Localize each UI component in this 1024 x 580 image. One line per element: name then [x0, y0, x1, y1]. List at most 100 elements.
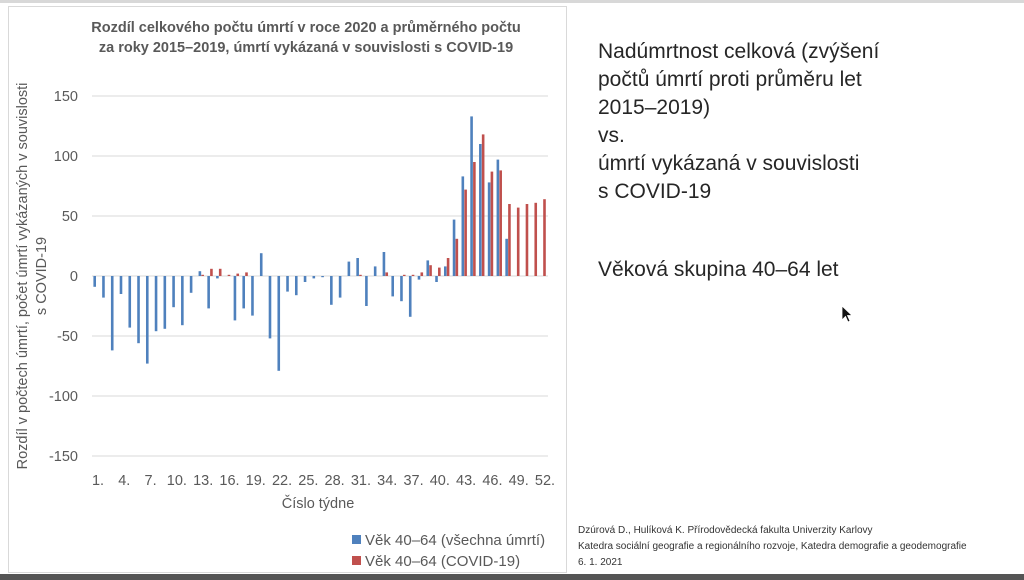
citation-departments: Katedra sociální geografie a regionálníh…: [578, 541, 967, 552]
y-tick-label: 0: [70, 269, 78, 285]
bar-all-deaths-week-22: [277, 276, 281, 371]
bar-all-deaths-week-45: [479, 144, 482, 276]
bar-covid-week-50: [525, 204, 529, 276]
bar-covid-week-40: [438, 267, 441, 276]
x-tick-label: 7.: [145, 473, 157, 489]
bar-all-deaths-week-20: [259, 253, 263, 276]
bar-all-deaths-week-31: [356, 258, 359, 276]
bar-covid-week-38: [420, 272, 424, 276]
bar-all-deaths-week-30: [347, 261, 351, 276]
bar-covid-week-48: [508, 204, 511, 276]
y-axis-label-line-1: Rozdíl v počtech úmrtí, počet úmrtí vyká…: [15, 83, 31, 470]
bar-covid-week-51: [534, 202, 538, 276]
citation-authors: Dzúrová D., Hulíková K. Přírodovědecká f…: [578, 525, 873, 536]
bar-covid-week-14: [210, 268, 213, 276]
heading-line: počtů úmrtí proti průměru let: [598, 68, 862, 91]
x-tick-label: 13.: [193, 473, 213, 489]
bar-covid-week-47: [499, 170, 502, 276]
bar-all-deaths-week-12: [189, 276, 193, 293]
bar-all-deaths-week-44: [470, 116, 473, 277]
bar-covid-week-34: [385, 272, 389, 276]
x-axis-label: Číslo týdne: [282, 495, 355, 512]
bar-all-deaths-week-23: [286, 276, 289, 292]
bar-all-deaths-week-25: [303, 276, 307, 282]
y-tick-label: 150: [54, 89, 78, 105]
bar-all-deaths-week-18: [242, 276, 245, 309]
bar-all-deaths-week-4: [119, 276, 123, 294]
bar-all-deaths-week-37: [408, 276, 412, 317]
citation: Dzúrová D., Hulíková K. Přírodovědecká f…: [578, 523, 967, 571]
bar-covid-week-52: [543, 199, 546, 276]
mouse-cursor-icon: [841, 305, 854, 323]
bar-covid-week-39: [429, 265, 432, 276]
y-tick-label: 100: [54, 149, 78, 165]
heading-line: vs.: [598, 124, 625, 147]
bar-covid-week-43: [464, 189, 467, 276]
bar-covid-week-18: [245, 272, 248, 276]
bar-covid-week-13: [201, 274, 204, 276]
bar-covid-week-17: [236, 273, 240, 276]
bar-covid-week-36: [402, 274, 406, 276]
legend-label-covid: Věk 40–64 (COVID-19): [365, 553, 520, 570]
x-tick-label: 37.: [403, 473, 423, 489]
bar-all-deaths-week-2: [102, 276, 105, 298]
bar-all-deaths-week-36: [400, 276, 403, 302]
y-tick-label: -150: [49, 449, 78, 465]
legend-swatch-all-deaths: [352, 535, 361, 544]
bar-all-deaths-week-14: [207, 276, 210, 309]
y-tick-label: 50: [62, 209, 78, 225]
bar-all-deaths-week-17: [233, 276, 237, 321]
bar-all-deaths-week-27: [321, 276, 324, 278]
bar-all-deaths-week-42: [452, 219, 456, 276]
bar-all-deaths-week-41: [443, 266, 447, 276]
heading-line: 2015–2019): [598, 96, 711, 119]
x-tick-label: 16.: [219, 473, 239, 489]
x-tick-label: 52.: [535, 473, 555, 489]
x-tick-label: 34.: [377, 473, 397, 489]
bar-all-deaths-week-10: [172, 276, 175, 308]
bar-all-deaths-week-1: [93, 276, 96, 287]
heading-line: úmrtí vykázaná v souvislosti: [598, 152, 860, 175]
x-tick-label: 1.: [92, 473, 104, 489]
window-top-border: [0, 0, 1024, 3]
slide-heading: Nadúmrtnost celková (zvýšení počtů úmrtí…: [598, 38, 879, 206]
bar-all-deaths-week-19: [251, 276, 254, 316]
y-tick-label: -50: [57, 329, 78, 345]
legend-swatch-covid: [352, 556, 361, 565]
x-tick-label: 4.: [118, 473, 130, 489]
bar-covid-week-46: [490, 171, 494, 276]
bar-all-deaths-week-48: [505, 238, 508, 276]
bar-covid-week-49: [516, 207, 520, 276]
bar-covid-week-16: [227, 274, 231, 276]
x-tick-label: 28.: [325, 473, 345, 489]
bar-all-deaths-week-29: [338, 276, 342, 298]
y-tick-labels: 150 100 50 0 -50 -100 -150: [49, 89, 78, 465]
y-tick-label: -100: [49, 389, 78, 405]
heading-line: Nadúmrtnost celková (zvýšení: [598, 40, 880, 63]
bar-all-deaths-week-33: [373, 266, 377, 276]
bar-all-deaths-week-13: [198, 271, 202, 276]
x-tick-label: 40.: [430, 473, 450, 489]
bar-all-deaths-week-38: [417, 276, 421, 280]
bar-all-deaths-week-3: [110, 276, 114, 351]
x-tick-label: 19.: [246, 473, 266, 489]
bar-all-deaths-week-6: [137, 276, 140, 344]
window-bottom-bar: [0, 574, 1024, 580]
chart-title-line-2: za roky 2015–2019, úmrtí vykázaná v souv…: [99, 40, 513, 56]
bar-covid-week-45: [481, 134, 485, 276]
bar-covid-week-15: [218, 268, 222, 276]
chart-title-line-1: Rozdíl celkového počtu úmrtí v roce 2020…: [91, 20, 520, 36]
x-tick-label: 46.: [482, 473, 502, 489]
bar-all-deaths-week-40: [435, 276, 438, 282]
x-tick-label: 49.: [509, 473, 529, 489]
bar-all-deaths-week-8: [154, 276, 158, 332]
x-tick-label: 25.: [298, 473, 318, 489]
bar-all-deaths-week-47: [496, 159, 500, 276]
bar-all-deaths-week-35: [391, 276, 394, 297]
legend-label-all-deaths: Věk 40–64 (všechna úmrtí): [365, 532, 545, 549]
bar-covid-week-42: [455, 238, 459, 276]
bar-all-deaths-week-46: [487, 182, 491, 276]
bar-all-deaths-week-34: [382, 252, 386, 276]
bar-all-deaths-week-28: [330, 276, 333, 305]
bar-all-deaths-week-15: [216, 276, 219, 279]
